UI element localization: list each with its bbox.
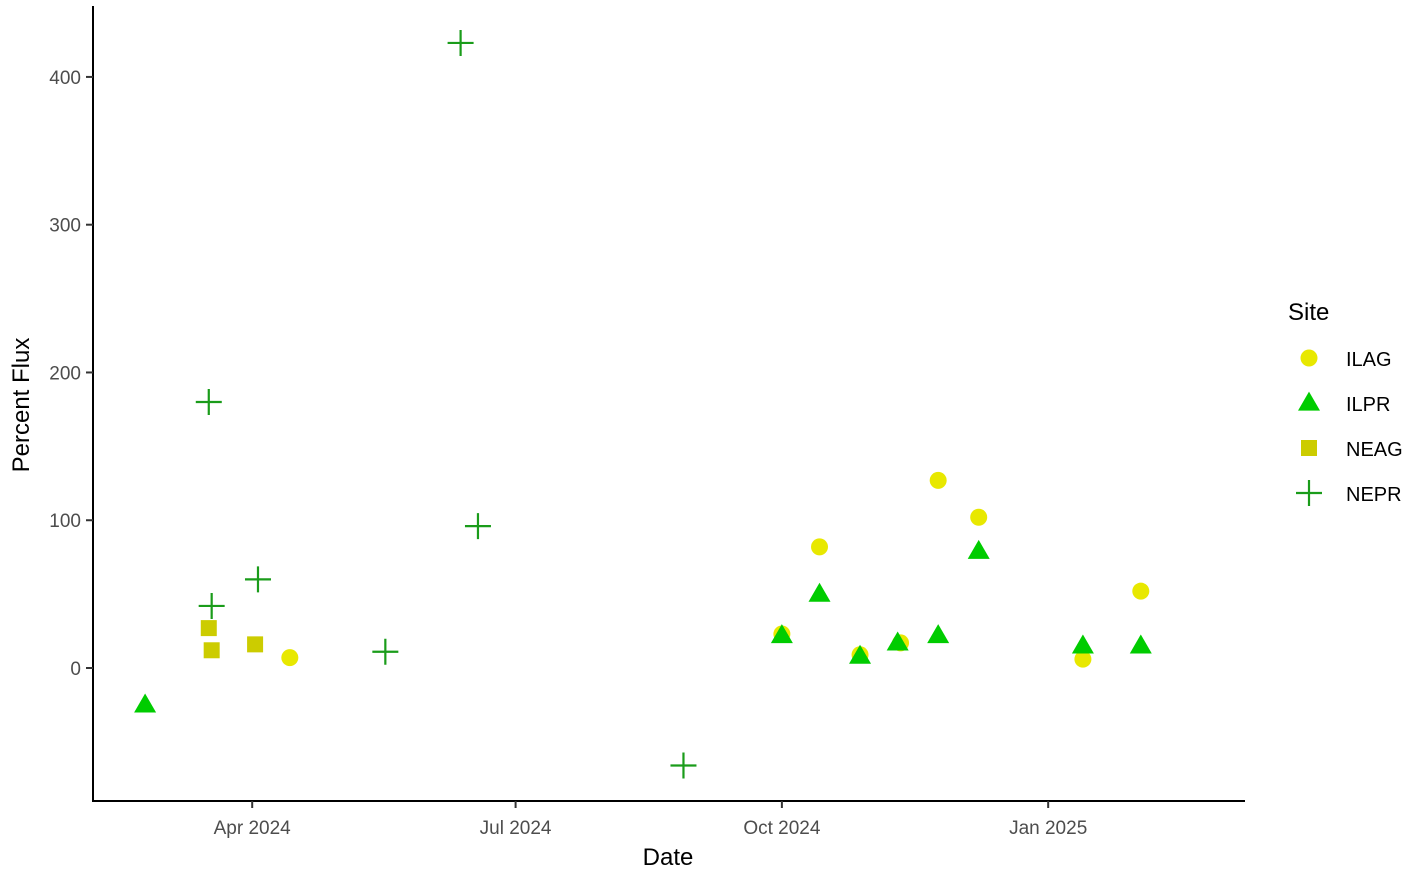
y-tick-label: 0: [70, 659, 81, 680]
point-nepr: [244, 566, 271, 593]
plot-marks: [134, 29, 1152, 779]
point-ilpr: [770, 624, 793, 644]
legend-item-ilag: ILAG: [1300, 349, 1392, 371]
legend-key-ilag: [1300, 349, 1318, 367]
legend-key-ilpr: [1298, 391, 1320, 411]
point-ilag: [1132, 582, 1150, 600]
legend-label: ILPR: [1346, 394, 1390, 416]
legend-label: NEPR: [1346, 484, 1402, 506]
point-neag: [200, 620, 217, 637]
x-ticks: Apr 2024 Jul 2024 Oct 2024 Jan 2025: [214, 801, 1087, 839]
legend-items: ILAG ILPR NEAG NEPR: [1296, 349, 1403, 506]
point-nepr: [447, 29, 474, 56]
legend-label: ILAG: [1346, 349, 1392, 371]
point-neag: [203, 642, 220, 659]
point-ilpr: [134, 693, 157, 713]
point-ilag: [970, 508, 988, 526]
x-tick-label: Apr 2024: [214, 818, 292, 839]
legend: Site ILAG ILPR NEAG NEPR: [1288, 299, 1403, 506]
y-tick-label: 200: [49, 363, 81, 384]
point-ilag: [811, 538, 829, 556]
point-nepr: [670, 752, 697, 779]
y-ticks: 0 100 200 300 400: [49, 68, 93, 680]
y-tick-label: 300: [49, 216, 81, 237]
x-tick-label: Jul 2024: [480, 818, 552, 839]
point-ilpr: [849, 644, 872, 664]
x-tick-label: Oct 2024: [743, 818, 821, 839]
y-axis-title: Percent Flux: [8, 338, 35, 473]
point-ilpr: [886, 631, 909, 651]
legend-key-neag: [1301, 440, 1317, 456]
legend-item-neag: NEAG: [1301, 439, 1403, 461]
point-nepr: [464, 513, 491, 540]
legend-title: Site: [1288, 299, 1329, 326]
point-ilpr: [967, 539, 990, 559]
y-tick-label: 100: [49, 511, 81, 532]
point-ilag: [1074, 650, 1092, 668]
legend-label: NEAG: [1346, 439, 1403, 461]
point-ilpr: [1071, 634, 1094, 654]
point-nepr: [372, 638, 399, 665]
point-ilag: [281, 649, 299, 667]
y-tick-label: 400: [49, 68, 81, 89]
point-ilpr: [1129, 634, 1152, 654]
legend-item-nepr: NEPR: [1296, 480, 1402, 506]
legend-key-nepr: [1296, 480, 1322, 506]
point-nepr: [195, 389, 222, 416]
point-nepr: [198, 592, 225, 619]
x-tick-label: Jan 2025: [1009, 818, 1087, 839]
point-ilpr: [808, 582, 831, 602]
point-ilag: [929, 471, 947, 489]
point-neag: [247, 636, 264, 653]
legend-item-ilpr: ILPR: [1298, 391, 1390, 416]
x-axis-title: Date: [643, 844, 694, 871]
point-ilpr: [927, 624, 950, 644]
